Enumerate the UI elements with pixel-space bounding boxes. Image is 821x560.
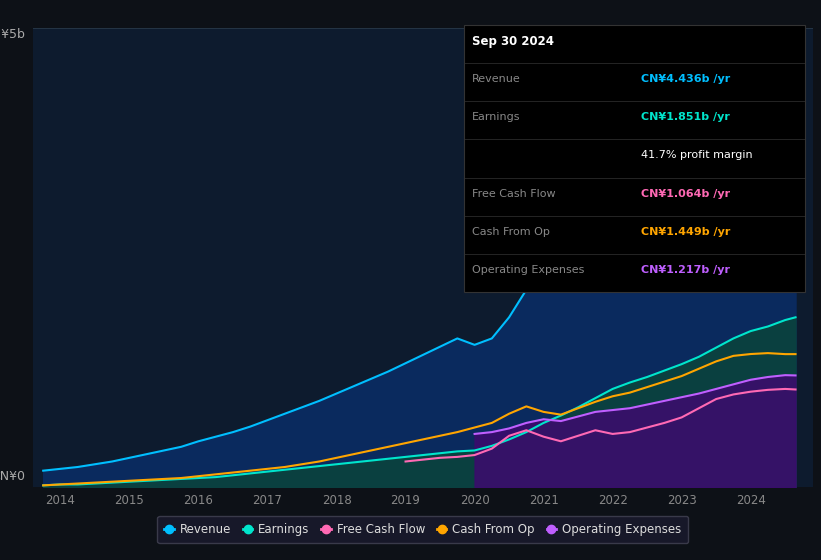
Text: Free Cash Flow: Free Cash Flow (472, 189, 556, 198)
Text: CN¥5b: CN¥5b (0, 28, 25, 41)
Text: 41.7% profit margin: 41.7% profit margin (641, 151, 753, 160)
Text: Sep 30 2024: Sep 30 2024 (472, 35, 554, 48)
Text: Revenue: Revenue (472, 74, 521, 84)
Text: CN¥4.436b /yr: CN¥4.436b /yr (641, 74, 731, 84)
Text: CN¥0: CN¥0 (0, 470, 25, 483)
Text: CN¥1.851b /yr: CN¥1.851b /yr (641, 113, 730, 122)
Text: CN¥1.064b /yr: CN¥1.064b /yr (641, 189, 730, 198)
Text: CN¥1.217b /yr: CN¥1.217b /yr (641, 265, 730, 274)
Text: Cash From Op: Cash From Op (472, 227, 550, 236)
Legend: Revenue, Earnings, Free Cash Flow, Cash From Op, Operating Expenses: Revenue, Earnings, Free Cash Flow, Cash … (158, 516, 688, 543)
Text: CN¥1.449b /yr: CN¥1.449b /yr (641, 227, 731, 236)
Text: Earnings: Earnings (472, 113, 521, 122)
Text: Operating Expenses: Operating Expenses (472, 265, 585, 274)
